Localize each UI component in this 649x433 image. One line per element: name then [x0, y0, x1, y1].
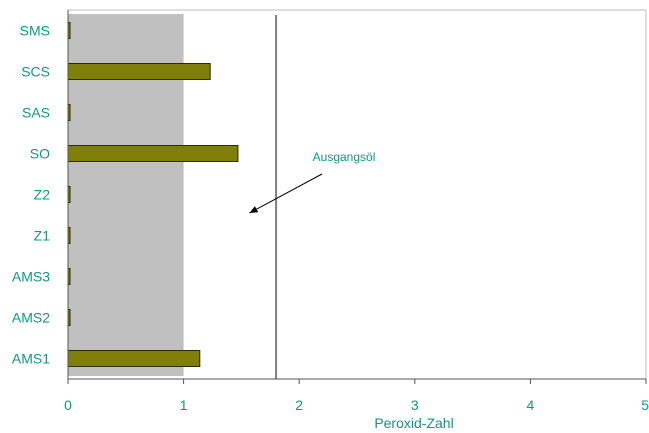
annotation-arrow	[249, 173, 323, 214]
x-tick-label: 1	[180, 397, 188, 413]
annotation-label: Ausgangsöl	[313, 150, 376, 164]
annotation-arrowhead	[249, 206, 259, 213]
category-label: AMS3	[12, 269, 50, 285]
bar-so	[67, 145, 239, 162]
x-tick-label: 0	[64, 397, 72, 413]
category-label: AMS2	[12, 310, 50, 326]
x-tick-label: 2	[295, 397, 303, 413]
category-label: SMS	[20, 23, 50, 39]
category-label: Z2	[34, 187, 51, 203]
category-label: SCS	[21, 64, 50, 80]
bar-ams1	[67, 350, 201, 367]
bar-scs	[67, 63, 211, 80]
category-label: AMS1	[12, 351, 50, 367]
category-label: SAS	[22, 105, 50, 121]
x-tick-label: 5	[641, 397, 649, 413]
x-tick-label: 3	[411, 397, 419, 413]
x-tick-label: 4	[527, 397, 535, 413]
category-label: SO	[30, 146, 50, 162]
x-axis-title: Peroxid-Zahl	[374, 415, 453, 431]
category-label: Z1	[34, 228, 51, 244]
